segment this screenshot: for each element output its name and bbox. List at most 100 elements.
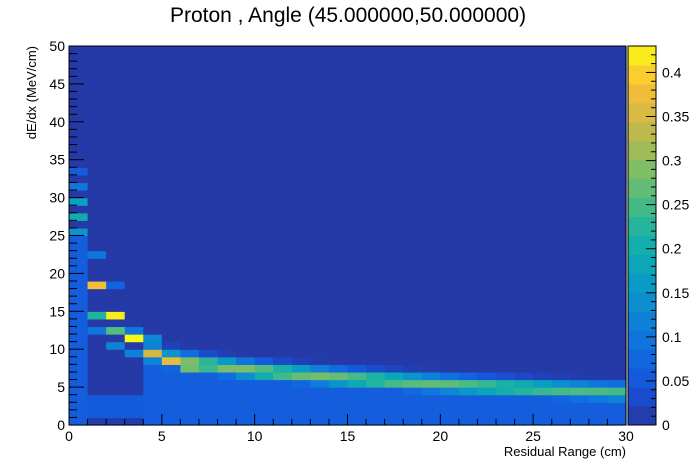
heatmap-cell xyxy=(403,129,423,138)
heatmap-cell xyxy=(440,334,460,343)
heatmap-cell xyxy=(69,46,89,55)
heatmap-cell xyxy=(458,341,479,350)
heatmap-cell xyxy=(607,212,627,221)
heatmap-cell xyxy=(421,205,441,214)
heatmap-cell xyxy=(180,197,200,206)
heatmap-cell xyxy=(347,152,367,161)
heatmap-cell xyxy=(254,273,274,282)
heatmap-cell xyxy=(124,159,144,168)
heatmap-cell xyxy=(384,334,404,343)
heatmap-cell xyxy=(328,83,349,93)
heatmap-cell xyxy=(217,106,237,115)
heatmap-cell xyxy=(161,417,181,426)
heatmap-cell xyxy=(198,409,219,419)
colorbar-segment xyxy=(628,83,656,104)
heatmap-cell xyxy=(384,379,404,388)
heatmap-cell xyxy=(143,197,163,206)
heatmap-cell xyxy=(236,212,256,221)
heatmap-cell xyxy=(328,220,349,229)
heatmap-cell xyxy=(217,402,237,411)
heatmap-cell xyxy=(106,167,126,176)
heatmap-cell xyxy=(403,167,423,176)
heatmap-cell xyxy=(514,379,534,388)
heatmap-cell xyxy=(496,243,516,252)
heatmap-cell xyxy=(69,68,89,77)
heatmap-cell xyxy=(236,296,256,305)
colorbar-segment xyxy=(628,292,656,312)
heatmap-cell xyxy=(180,91,200,100)
heatmap-cell xyxy=(180,402,200,411)
heatmap-cell xyxy=(347,311,367,320)
heatmap-cell xyxy=(421,61,441,70)
heatmap-cell xyxy=(291,296,311,305)
heatmap-cell xyxy=(87,53,107,62)
heatmap-cell xyxy=(384,205,404,214)
heatmap-cell xyxy=(570,106,590,115)
heatmap-cell xyxy=(384,409,404,419)
heatmap-cell xyxy=(328,182,349,191)
heatmap-cell xyxy=(477,356,497,365)
heatmap-cell xyxy=(180,152,200,161)
heatmap-cell xyxy=(254,288,274,297)
heatmap-cell xyxy=(236,349,256,358)
heatmap-cell xyxy=(458,379,479,388)
heatmap-cell xyxy=(607,227,627,237)
heatmap-cell xyxy=(87,212,107,221)
heatmap-cell xyxy=(458,144,479,153)
heatmap-cell xyxy=(69,379,89,388)
heatmap-cell xyxy=(310,144,330,153)
heatmap-cell xyxy=(198,121,219,130)
heatmap-cell xyxy=(106,409,126,419)
heatmap-cell xyxy=(310,280,330,290)
heatmap-cell xyxy=(254,409,274,419)
heatmap-cell xyxy=(310,91,330,100)
heatmap-cell xyxy=(236,197,256,206)
heatmap-cell xyxy=(570,356,590,365)
heatmap-cell xyxy=(69,258,89,267)
heatmap-cell xyxy=(143,159,163,168)
heatmap-cell xyxy=(87,265,107,274)
heatmap-cell xyxy=(384,311,404,320)
heatmap-cell xyxy=(124,356,144,365)
heatmap-cell xyxy=(551,212,571,221)
heatmap-cell xyxy=(458,182,479,191)
heatmap-cell xyxy=(403,250,423,259)
heatmap-cell xyxy=(496,235,516,244)
heatmap-cell xyxy=(384,152,404,161)
heatmap-cell xyxy=(440,136,460,146)
heatmap-cell xyxy=(514,182,534,191)
heatmap-cell xyxy=(366,220,386,229)
heatmap-cell xyxy=(161,402,181,411)
heatmap-cell xyxy=(607,235,627,244)
heatmap-cell xyxy=(124,83,144,93)
heatmap-cell xyxy=(198,387,219,396)
heatmap-cell xyxy=(403,152,423,161)
heatmap-cell xyxy=(198,311,219,320)
colorbar-segment xyxy=(628,159,656,180)
heatmap-cell xyxy=(87,364,107,373)
heatmap-cell xyxy=(87,402,107,411)
heatmap-cell xyxy=(458,83,479,93)
heatmap-cell xyxy=(87,227,107,237)
heatmap-cell xyxy=(291,250,311,259)
heatmap-cell xyxy=(514,356,534,365)
heatmap-cell xyxy=(514,144,534,153)
heatmap-cell xyxy=(440,159,460,168)
heatmap-cell xyxy=(328,273,349,282)
heatmap-cell xyxy=(124,394,144,403)
heatmap-cell xyxy=(440,349,460,358)
heatmap-cell xyxy=(347,250,367,259)
heatmap-cell xyxy=(87,341,107,350)
heatmap-cell xyxy=(458,76,479,85)
heatmap-cell xyxy=(607,46,627,55)
heatmap-cell xyxy=(570,326,590,335)
heatmap-cell xyxy=(496,402,516,411)
heatmap-cell xyxy=(124,318,144,328)
heatmap-cell xyxy=(291,68,311,77)
heatmap-cell xyxy=(273,280,293,290)
heatmap-cell xyxy=(69,303,89,312)
heatmap-cell xyxy=(588,387,609,396)
heatmap-cell xyxy=(143,106,163,115)
heatmap-cell xyxy=(440,129,460,138)
heatmap-cell xyxy=(607,129,627,138)
